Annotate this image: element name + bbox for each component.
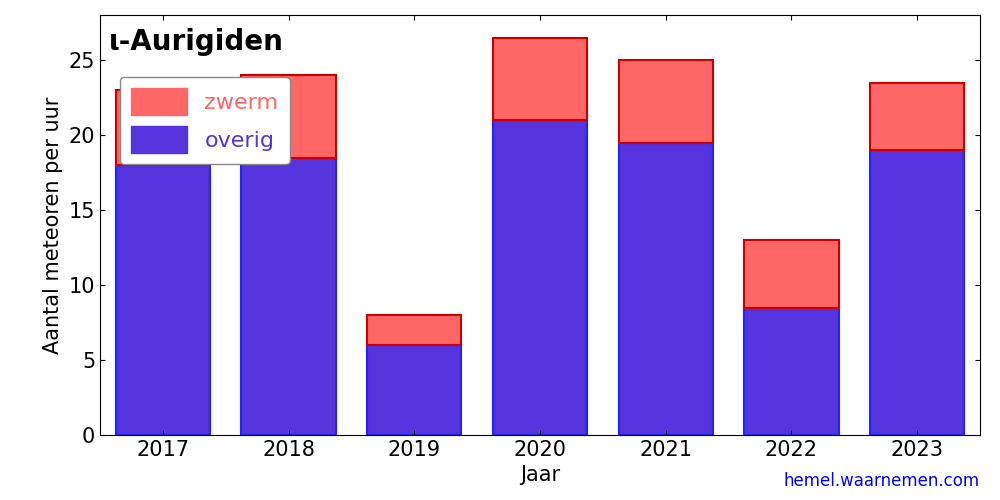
Bar: [367, 315, 461, 345]
Bar: [116, 165, 210, 435]
Bar: [870, 150, 964, 435]
Text: hemel.waarnemen.com: hemel.waarnemen.com: [784, 472, 980, 490]
Text: ι-Aurigiden: ι-Aurigiden: [109, 28, 284, 56]
Bar: [241, 158, 336, 435]
Bar: [493, 38, 587, 120]
Bar: [744, 240, 839, 308]
Bar: [241, 75, 336, 158]
Bar: [116, 90, 210, 165]
Bar: [367, 345, 461, 435]
Bar: [619, 142, 713, 435]
Legend: zwerm, overig: zwerm, overig: [120, 76, 290, 164]
Y-axis label: Aantal meteoren per uur: Aantal meteoren per uur: [43, 96, 63, 354]
X-axis label: Jaar: Jaar: [520, 466, 560, 485]
Bar: [493, 120, 587, 435]
Bar: [619, 60, 713, 142]
Bar: [744, 308, 839, 435]
Bar: [870, 82, 964, 150]
